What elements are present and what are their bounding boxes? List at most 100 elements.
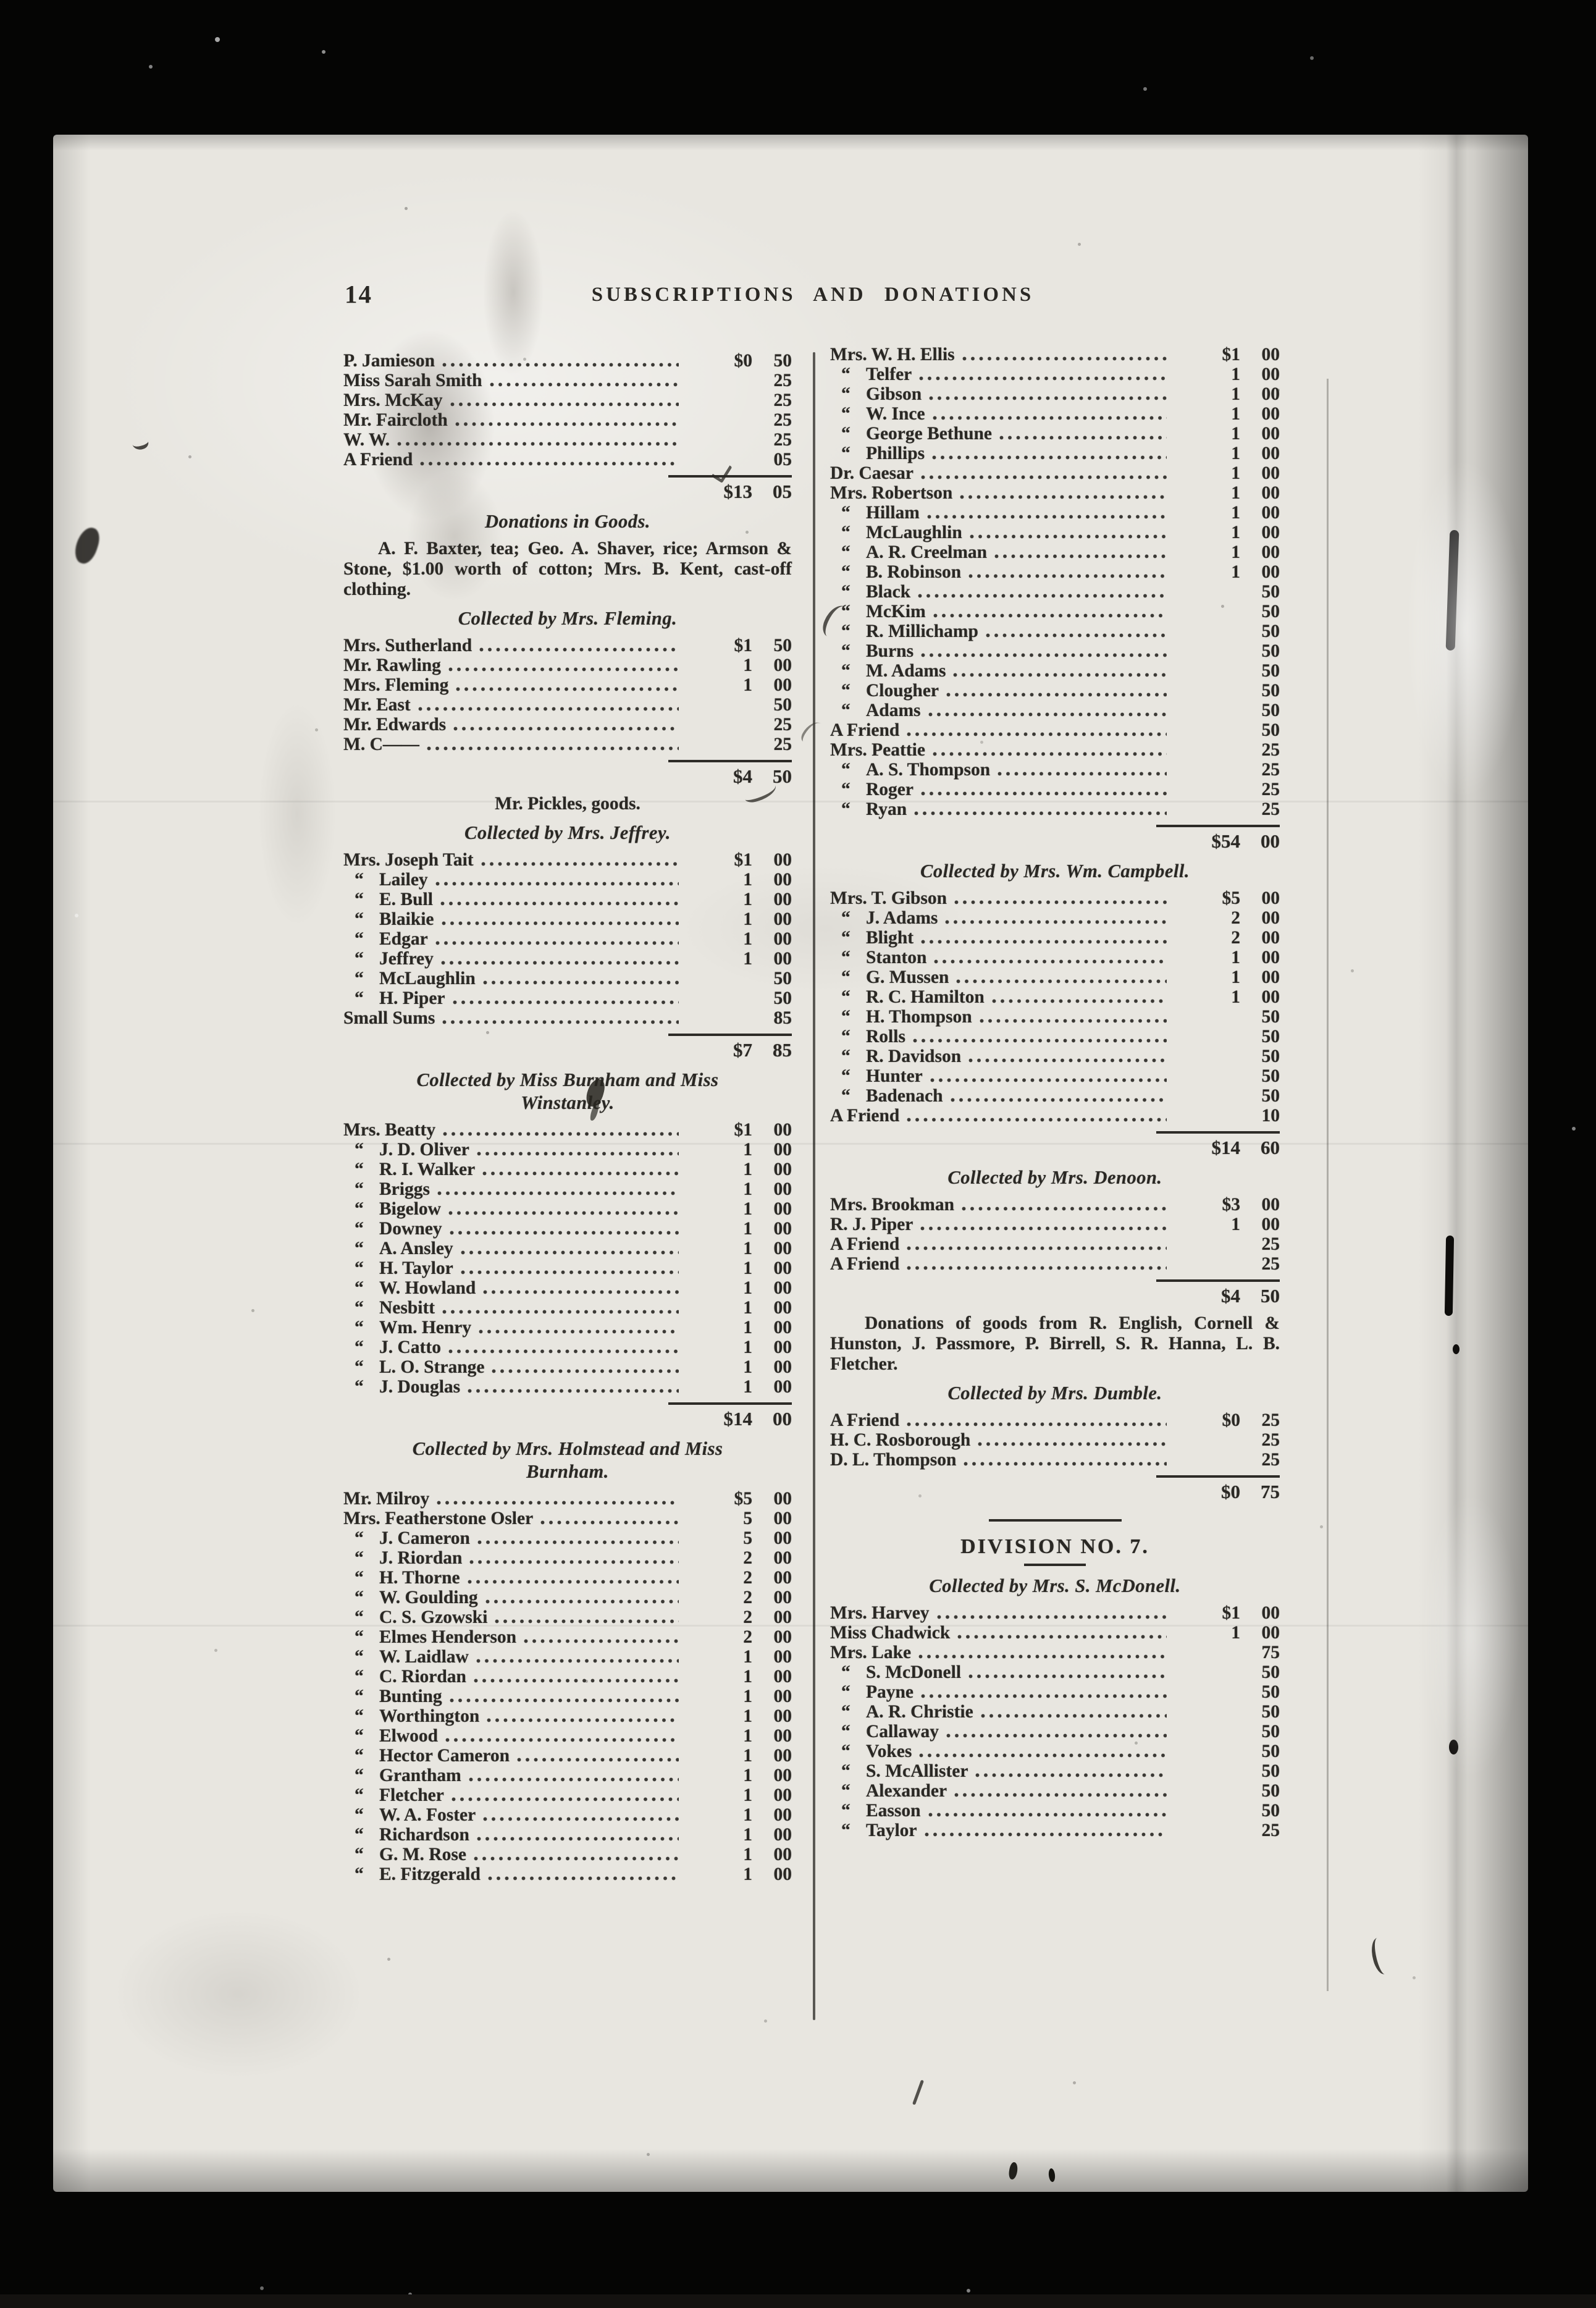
dot-leader — [978, 1442, 1167, 1446]
amount-cents: 00 — [773, 870, 792, 890]
donation-amount: 50 — [1172, 1027, 1280, 1047]
dot-leader — [932, 455, 1167, 460]
amount-cents: 00 — [773, 1219, 792, 1239]
donation-amount: 25 — [684, 410, 792, 430]
donor-name: Downey — [379, 1219, 442, 1239]
dot-leader — [907, 732, 1167, 736]
donor-name: R. C. Hamilton — [866, 987, 985, 1007]
dot-leader — [441, 921, 679, 925]
scan-bottom-edge — [0, 2294, 1596, 2308]
dot-leader — [962, 1207, 1167, 1211]
donation-amount: 25 — [684, 430, 792, 450]
donation-amount: 50 — [684, 988, 792, 1008]
amount-cents: 00 — [773, 1160, 792, 1179]
donation-amount: 25 — [1172, 1821, 1280, 1840]
donation-amount: 1 00 — [684, 675, 792, 695]
amount-cents: 50 — [1261, 1722, 1280, 1742]
amount-cents: 50 — [1261, 1742, 1280, 1761]
dot-leader — [460, 1270, 679, 1274]
amount-dollars: 1 — [743, 1377, 752, 1397]
dot-leader — [418, 707, 679, 711]
dot-leader — [980, 1714, 1167, 1718]
donation-amount: 1 00 — [684, 1239, 792, 1258]
dot-leader — [476, 1837, 679, 1841]
pen-mark — [1368, 1935, 1394, 1976]
donation-row: Mrs. Featherstone Osler 5 00 — [343, 1509, 792, 1528]
ditto-mark: “ — [841, 404, 850, 424]
donation-row: “ C. Riordan 1 00 — [343, 1667, 792, 1687]
subtotal-amount: $14 00 — [684, 1408, 792, 1430]
amount-cents: 00 — [773, 1408, 792, 1430]
donor-name: Hunter — [866, 1066, 923, 1086]
donor-name: R. I. Walker — [379, 1160, 476, 1179]
ink-mark — [130, 434, 150, 452]
ditto-mark: “ — [841, 1742, 850, 1761]
donation-amount: 2 00 — [684, 1568, 792, 1588]
subtotal-amount: $4 50 — [1172, 1285, 1280, 1307]
donation-amount: 50 — [1172, 1722, 1280, 1742]
division-section: DIVISION NO. 7. — [830, 1535, 1280, 1566]
amount-dollars: 1 — [743, 1337, 752, 1357]
donation-amount: 1 00 — [684, 1845, 792, 1864]
ditto-mark: “ — [355, 1528, 364, 1548]
donor-name: R. Millichamp — [866, 621, 978, 641]
amount-dollars: 1 — [743, 929, 752, 949]
ditto-mark: “ — [841, 1801, 850, 1821]
ditto-mark: “ — [355, 1687, 364, 1706]
amount-cents: 00 — [773, 1337, 792, 1357]
amount-cents: 85 — [773, 1039, 792, 1061]
donation-row: “ J. Adams 2 00 — [830, 908, 1280, 928]
dot-leader — [960, 495, 1167, 499]
amount-dollars: 1 — [1231, 562, 1240, 582]
donor-name: Ryan — [866, 799, 907, 819]
subtotal: $4 50 — [830, 1279, 1280, 1307]
amount-cents: 00 — [773, 1278, 792, 1298]
amount-cents: 25 — [1261, 799, 1280, 819]
donation-amount: 1 00 — [1172, 384, 1280, 404]
amount-cents: 50 — [1261, 1781, 1280, 1801]
dot-leader — [918, 594, 1167, 598]
dot-leader — [476, 1659, 679, 1663]
dot-leader — [907, 1266, 1167, 1270]
dot-leader — [919, 376, 1167, 381]
ditto-mark: “ — [841, 364, 850, 384]
donation-row: “ W. A. Foster 1 00 — [343, 1805, 792, 1825]
ditto-mark: “ — [841, 1702, 850, 1722]
donation-amount: 25 — [1172, 799, 1280, 819]
donation-row: “ H. Thorne 2 00 — [343, 1568, 792, 1588]
ditto-mark: “ — [841, 1781, 850, 1801]
amount-cents: 00 — [1261, 928, 1280, 948]
amount-dollars: 1 — [743, 1258, 752, 1278]
donation-row: “ Downey 1 00 — [343, 1219, 792, 1239]
page-number: 14 — [345, 280, 372, 308]
amount-cents: 00 — [1261, 345, 1280, 364]
donation-row: “ Adams 50 — [830, 701, 1280, 720]
subtotal: $7 85 — [343, 1034, 792, 1061]
ditto-mark: “ — [355, 949, 364, 969]
dot-leader — [953, 673, 1167, 677]
donation-amount: 1 00 — [1172, 1623, 1280, 1643]
donation-row: M. C—— 25 — [343, 735, 792, 754]
donation-amount: 50 — [1172, 681, 1280, 701]
amount-cents: 25 — [1261, 740, 1280, 760]
dot-leader — [969, 534, 1167, 539]
ditto-mark: “ — [355, 1160, 364, 1179]
donor-name: Mr. Milroy — [343, 1489, 430, 1509]
donor-name: Worthington — [379, 1706, 480, 1726]
dot-leader — [932, 416, 1167, 420]
donor-name: Wm. Henry — [379, 1318, 472, 1337]
donation-row: R. J. Piper 1 00 — [830, 1215, 1280, 1234]
donation-row: Mr. East 50 — [343, 695, 792, 715]
amount-cents: 50 — [773, 351, 792, 371]
donation-row: “ Hunter 50 — [830, 1066, 1280, 1086]
dot-leader — [397, 442, 679, 446]
donation-row: “ Phillips 1 00 — [830, 444, 1280, 463]
donation-amount: 50 — [1172, 1702, 1280, 1722]
donation-amount: 50 — [1172, 1781, 1280, 1801]
donation-row: “ Rolls 50 — [830, 1027, 1280, 1047]
donation-amount: 1 00 — [684, 949, 792, 969]
donor-name: Hillam — [866, 503, 920, 523]
ditto-mark: “ — [355, 1337, 364, 1357]
dot-leader — [934, 959, 1167, 964]
dot-leader — [482, 980, 679, 985]
